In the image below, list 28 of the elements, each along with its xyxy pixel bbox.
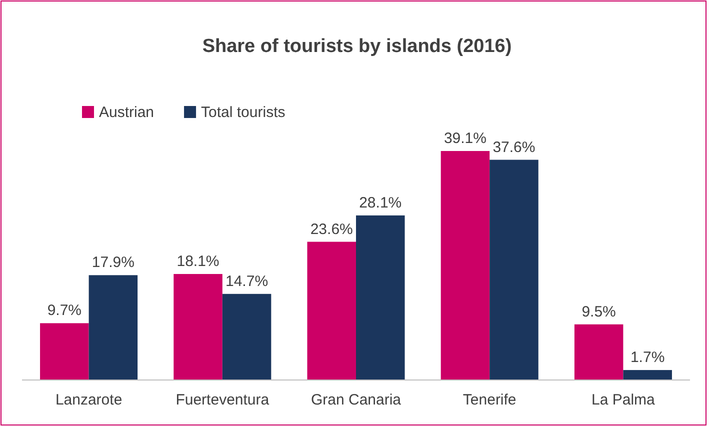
chart-title: Share of tourists by islands (2016) xyxy=(202,36,512,57)
data-label: 14.7% xyxy=(226,272,268,290)
bar xyxy=(222,294,272,380)
x-tick-label: Lanzarote xyxy=(55,392,122,409)
x-tick-label: Fuerteventura xyxy=(176,392,270,409)
data-label: 39.1% xyxy=(444,130,486,147)
x-tick-label: La Palma xyxy=(592,392,656,409)
bar xyxy=(356,215,405,380)
data-label: 1.7% xyxy=(630,349,665,366)
bar xyxy=(88,275,138,380)
legend-label: Total tourists xyxy=(201,104,286,121)
data-label: 9.7% xyxy=(47,302,82,320)
bar xyxy=(623,370,672,380)
data-label: 37.6% xyxy=(492,138,536,156)
legend-label: Austrian xyxy=(99,104,154,121)
bar xyxy=(40,323,89,380)
x-tick-label: Gran Canaria xyxy=(310,392,402,409)
bar xyxy=(174,274,222,380)
bar xyxy=(574,324,624,380)
x-tick-label: Tenerife xyxy=(462,392,516,409)
data-label: 18.1% xyxy=(176,252,220,270)
data-label: 23.6% xyxy=(310,220,353,238)
data-label: 28.1% xyxy=(359,194,402,212)
data-label: 9.5% xyxy=(582,303,616,320)
bar xyxy=(307,242,356,380)
data-label: 17.9% xyxy=(92,254,134,272)
bar xyxy=(440,151,490,380)
bar xyxy=(490,160,538,380)
